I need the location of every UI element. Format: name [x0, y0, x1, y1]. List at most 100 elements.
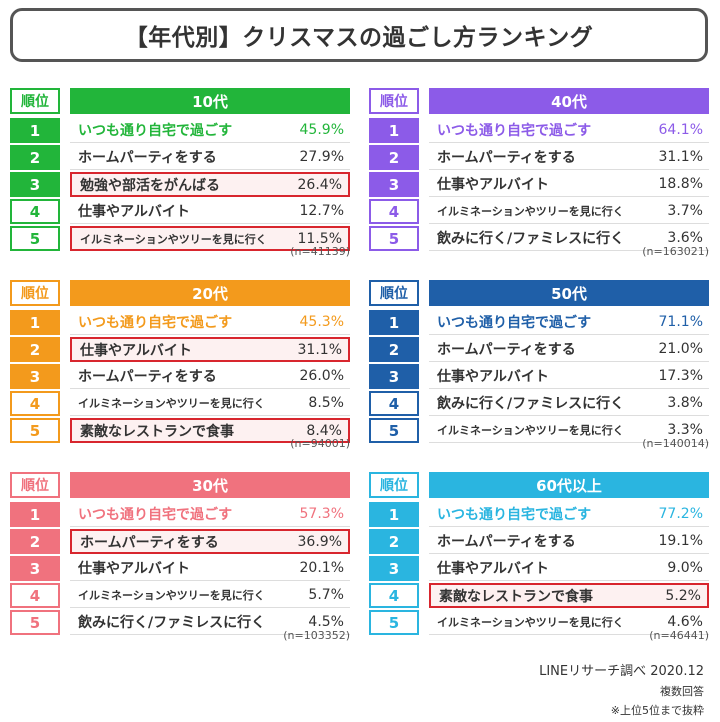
item-percentage: 64.1% [658, 122, 703, 138]
rank-cell: 3 [369, 556, 419, 581]
item-percentage: 4.6% [667, 614, 703, 630]
item-label: イルミネーションやツリーを見に行く [78, 397, 265, 410]
item-percentage: 17.3% [658, 368, 703, 384]
ranking-row: 素敵なレストランで食事 8.4% [70, 418, 350, 443]
item-percentage: 8.5% [308, 395, 344, 411]
page-title: 【年代別】クリスマスの過ごし方ランキング [124, 25, 594, 51]
age-header: 20代 [70, 280, 350, 306]
sample-size: (n=163021) [642, 245, 709, 258]
rank-cell: 3 [369, 172, 419, 197]
sample-size: (n=103352) [283, 629, 350, 642]
item-percentage: 3.6% [667, 230, 703, 246]
rank-header: 順位 [10, 88, 60, 114]
item-percentage: 31.1% [297, 341, 342, 358]
ranking-row: いつも通り自宅で過ごす 64.1% [429, 118, 709, 143]
item-label: 仕事やアルバイト [437, 561, 549, 577]
ranking-row: イルミネーションやツリーを見に行く 8.5% [70, 391, 350, 416]
item-percentage: 12.7% [299, 203, 344, 219]
item-percentage: 9.0% [667, 560, 703, 576]
item-percentage: 19.1% [658, 533, 703, 549]
rank-cell: 1 [10, 310, 60, 335]
rank-cell: 5 [10, 418, 60, 443]
item-label: イルミネーションやツリーを見に行く [437, 616, 624, 629]
ranking-row: 仕事やアルバイト 31.1% [70, 337, 350, 362]
item-label: 素敵なレストランで食事 [80, 423, 234, 440]
ranking-row: ホームパーティをする 26.0% [70, 364, 350, 389]
ranking-row: 素敵なレストランで食事 5.2% [429, 583, 709, 608]
item-percentage: 20.1% [299, 560, 344, 576]
item-percentage: 77.2% [658, 506, 703, 522]
item-percentage: 11.5% [297, 230, 342, 247]
rank-cell: 3 [10, 172, 60, 197]
ranking-row: 仕事やアルバイト 9.0% [429, 556, 709, 581]
item-label: イルミネーションやツリーを見に行く [80, 232, 267, 246]
ranking-row: イルミネーションやツリーを見に行く 4.6% [429, 610, 709, 635]
item-label: 仕事やアルバイト [437, 177, 549, 193]
ranking-row: イルミネーションやツリーを見に行く 11.5% [70, 226, 350, 251]
rank-cell: 1 [10, 502, 60, 527]
age-header: 50代 [429, 280, 709, 306]
item-label: イルミネーションやツリーを見に行く [78, 589, 265, 602]
ranking-row: 飲みに行く/ファミレスに行く 3.8% [429, 391, 709, 416]
item-percentage: 3.7% [667, 203, 703, 219]
item-percentage: 21.0% [658, 341, 703, 357]
item-label: ホームパーティをする [437, 342, 576, 358]
rank-cell: 2 [369, 529, 419, 554]
rank-header: 順位 [10, 472, 60, 498]
item-label: ホームパーティをする [80, 534, 219, 551]
rank-cell: 1 [369, 118, 419, 143]
rank-cell: 4 [10, 583, 60, 608]
ranking-row: ホームパーティをする 27.9% [70, 145, 350, 170]
ranking-row: 仕事やアルバイト 18.8% [429, 172, 709, 197]
item-label: ホームパーティをする [78, 369, 217, 385]
item-percentage: 5.2% [665, 587, 701, 604]
item-percentage: 3.8% [667, 395, 703, 411]
item-label: いつも通り自宅で過ごす [78, 123, 233, 139]
sample-size: (n=41139) [290, 245, 350, 258]
rank-header: 順位 [369, 88, 419, 114]
item-label: イルミネーションやツリーを見に行く [437, 205, 624, 218]
item-label: 飲みに行く/ファミレスに行く [78, 615, 266, 631]
rank-cell: 2 [369, 145, 419, 170]
rank-cell: 2 [10, 337, 60, 362]
ranking-row: 勉強や部活をがんばる 26.4% [70, 172, 350, 197]
item-label: 飲みに行く/ファミレスに行く [437, 396, 625, 412]
rank-cell: 5 [10, 226, 60, 251]
item-label: イルミネーションやツリーを見に行く [437, 424, 624, 437]
item-percentage: 45.3% [299, 314, 344, 330]
ranking-panel: 順位 60代以上 1 いつも通り自宅で過ごす 77.2% 2 ホームパーティをする 19.1%… [369, 472, 709, 648]
rank-cell: 2 [369, 337, 419, 362]
rank-cell: 4 [369, 583, 419, 608]
item-percentage: 8.4% [306, 422, 342, 439]
item-percentage: 4.5% [308, 614, 344, 630]
rank-cell: 1 [369, 310, 419, 335]
ranking-row: ホームパーティをする 31.1% [429, 145, 709, 170]
rank-cell: 5 [369, 418, 419, 443]
sample-size: (n=94001) [290, 437, 350, 450]
note-top5: ※上位5位まで抜粋 [610, 704, 704, 717]
age-header: 10代 [70, 88, 350, 114]
item-label: いつも通り自宅で過ごす [437, 507, 592, 523]
rank-cell: 4 [10, 199, 60, 224]
rank-cell: 1 [10, 118, 60, 143]
item-percentage: 71.1% [658, 314, 703, 330]
ranking-row: ホームパーティをする 19.1% [429, 529, 709, 554]
rank-header: 順位 [369, 472, 419, 498]
ranking-row: いつも通り自宅で過ごす 71.1% [429, 310, 709, 335]
rank-cell: 2 [10, 145, 60, 170]
age-header: 30代 [70, 472, 350, 498]
rank-cell: 1 [369, 502, 419, 527]
item-label: いつも通り自宅で過ごす [78, 315, 233, 331]
item-percentage: 26.0% [299, 368, 344, 384]
ranking-panel: 順位 10代 1 いつも通り自宅で過ごす 45.9% 2 ホームパーティをする 27.9% 3 勉… [10, 88, 350, 264]
sample-size: (n=140014) [642, 437, 709, 450]
rank-cell: 4 [369, 199, 419, 224]
item-label: 勉強や部活をがんばる [80, 177, 220, 194]
age-header: 40代 [429, 88, 709, 114]
ranking-row: 仕事やアルバイト 17.3% [429, 364, 709, 389]
item-label: 仕事やアルバイト [78, 561, 190, 577]
item-percentage: 45.9% [299, 122, 344, 138]
item-label: ホームパーティをする [78, 150, 217, 166]
item-percentage: 36.9% [297, 533, 342, 550]
source-text: LINEリサーチ調べ 2020.12 [539, 664, 704, 679]
